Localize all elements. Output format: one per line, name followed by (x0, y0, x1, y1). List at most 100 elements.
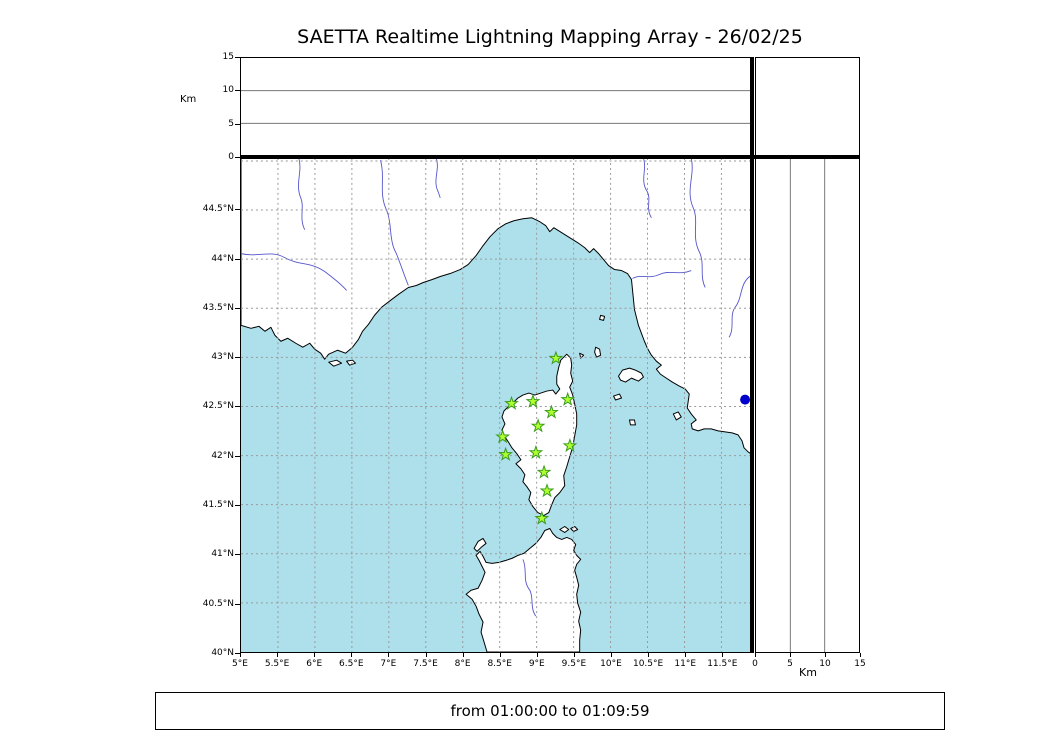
station-marker (539, 483, 555, 498)
river (380, 159, 409, 286)
station-marker (495, 429, 511, 444)
tick-mark (240, 653, 241, 657)
tick-label: 40.5°N (202, 598, 234, 609)
sardinia-island (465, 528, 582, 652)
tick-mark (755, 653, 756, 657)
tick-label: 43°N (211, 352, 234, 363)
tick-mark (425, 653, 427, 657)
tick-label: 7.5°E (413, 659, 438, 669)
tick-mark (235, 90, 240, 92)
river (632, 270, 692, 279)
tick-label: 43.5°N (202, 302, 234, 313)
tick-label: 15 (854, 659, 866, 669)
station-marker (560, 391, 576, 406)
tick-label: 42.5°N (202, 401, 234, 412)
altitude-longitude-plot (241, 90, 751, 124)
pianosa-island (613, 393, 623, 401)
tick-mark (611, 653, 612, 657)
tick-label: 9°E (528, 659, 545, 669)
corsica-island (501, 353, 578, 517)
tick-mark (499, 653, 501, 657)
tick-label: 11.5°E (707, 659, 738, 669)
tick-label: 8.5°E (487, 659, 512, 669)
altitude-latitude-panel (755, 157, 860, 653)
small-islands (328, 314, 682, 552)
rivers (241, 158, 751, 617)
tick-mark (235, 455, 240, 457)
tick-mark (235, 357, 240, 359)
station-marker (534, 510, 550, 525)
river (728, 275, 751, 338)
asinara-island (473, 537, 487, 552)
corner-panel (755, 57, 860, 157)
tick-label: 44°N (211, 253, 234, 264)
river (522, 559, 537, 617)
river (642, 158, 652, 218)
capraia-island (594, 346, 602, 358)
station-marker (504, 395, 519, 410)
map-plot (241, 158, 751, 652)
station-marker (498, 446, 514, 461)
tick-mark (648, 653, 650, 657)
tick-label: 5 (228, 118, 234, 129)
tick-mark (351, 653, 353, 657)
gorgona-island (599, 314, 606, 321)
tick-mark (235, 554, 240, 556)
altitude-axis-unit-top: Km (180, 94, 197, 105)
tick-mark (536, 653, 538, 657)
tick-mark (235, 157, 240, 158)
tick-label: 40°N (211, 648, 234, 658)
tick-mark (388, 653, 390, 657)
river (689, 158, 706, 288)
giglio-island (672, 411, 682, 421)
station-marker (530, 418, 546, 433)
tick-label: 10°E (600, 659, 622, 669)
elba-island (618, 367, 644, 383)
montecristo-island (628, 419, 636, 426)
tick-mark (722, 653, 724, 657)
porquerolles-island (328, 359, 343, 367)
tick-mark (277, 653, 279, 657)
tick-mark (685, 653, 687, 657)
tick-label: 44.5°N (202, 204, 234, 215)
figure-title: SAETTA Realtime Lightning Mapping Array … (297, 26, 803, 48)
tick-label: 11°E (674, 659, 697, 669)
station-marker (536, 464, 552, 479)
map-panel (240, 157, 752, 653)
station-marker (548, 350, 564, 365)
tick-mark (235, 209, 240, 211)
status-bar: from 01:00:00 to 01:09:59 (155, 692, 945, 730)
station-marker (528, 444, 544, 459)
tick-mark (235, 603, 240, 605)
tick-label: 41.5°N (202, 500, 234, 511)
mainland-coastline (241, 158, 751, 455)
maddalena-islet-1 (559, 526, 570, 533)
tick-mark (235, 406, 240, 408)
tick-label: 6°E (306, 659, 323, 669)
tick-label: 7°E (380, 659, 397, 669)
tick-label: 15 (222, 52, 234, 62)
tick-label: 5 (787, 659, 793, 669)
tick-mark (573, 653, 575, 657)
altitude-latitude-plot (789, 158, 826, 652)
tick-label: 10 (222, 85, 234, 96)
river (241, 253, 347, 291)
tick-mark (235, 123, 240, 125)
tick-mark (235, 653, 240, 654)
port-cros-island (346, 359, 357, 366)
tick-mark (825, 653, 826, 657)
tick-label: 9.5°E (561, 659, 587, 669)
map-gridlines (241, 158, 751, 652)
altitude-longitude-panel (240, 57, 752, 157)
tick-label: 0 (752, 659, 758, 669)
lightning-detections (740, 394, 751, 405)
river (435, 158, 441, 198)
tick-label: 42°N (211, 450, 234, 461)
detection-marker (740, 394, 751, 405)
tick-label: 8°E (454, 659, 471, 669)
tick-label: 6.5°E (339, 659, 364, 669)
tick-mark (235, 258, 240, 260)
tick-label: 5°E (232, 659, 248, 669)
station-marker (525, 393, 541, 408)
tick-label: 5.5°E (264, 659, 290, 669)
